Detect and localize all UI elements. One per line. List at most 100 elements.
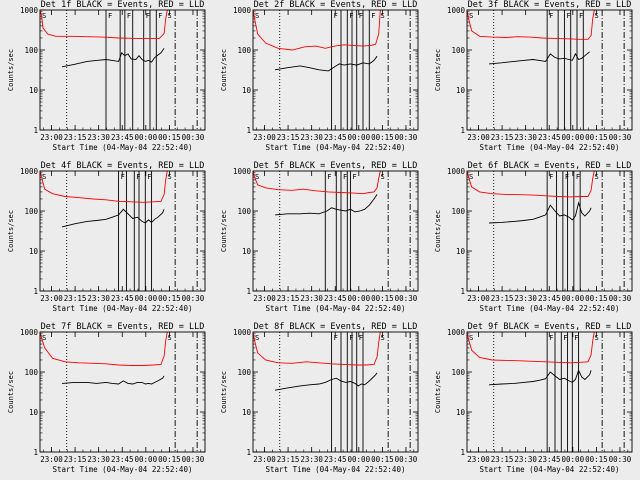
x-tick-label: 00:15 (585, 294, 608, 303)
y-tick-label: 100 (237, 207, 251, 216)
y-tick-label: 10 (242, 408, 252, 417)
x-tick-label: 23:15 (277, 133, 300, 142)
series-events (274, 372, 378, 391)
plot-frame (252, 170, 419, 292)
flag-label: F (327, 173, 331, 181)
series-lld (252, 331, 381, 366)
chart-panel-2: Det 2f BLACK = Events, RED = LLD Counts/s… (220, 0, 419, 152)
series-lld (39, 170, 168, 203)
x-tick-label: 23:30 (514, 455, 537, 464)
x-tick-label: 23:45 (324, 294, 347, 303)
x-tick-label: 00:30 (395, 455, 418, 464)
y-tick-label: 1000 (447, 328, 466, 337)
flag-label: S (595, 12, 599, 20)
flag-label: F (574, 334, 578, 342)
chart-panel-1: Det 1f BLACK = Events, RED = LLD Counts/s… (7, 0, 206, 152)
y-axis-label: Counts/sec (434, 210, 442, 252)
x-tick-label: 23:15 (64, 294, 87, 303)
x-tick-label: 23:00 (40, 455, 63, 464)
flag-label: S (42, 12, 46, 20)
series-events (488, 51, 590, 65)
x-tick-label: 23:00 (253, 294, 276, 303)
x-axis-label: Start Time (04-May-04 22:52:40) (266, 304, 406, 313)
x-tick-label: 00:30 (182, 133, 205, 142)
flag-label: S (469, 173, 473, 181)
flag-label: S (595, 173, 599, 181)
flag-label: F (352, 173, 356, 181)
y-tick-label: 10 (456, 86, 466, 95)
x-tick-label: 23:15 (64, 455, 87, 464)
x-axis-label: Start Time (04-May-04 22:52:40) (53, 465, 193, 474)
plot-frame (466, 170, 633, 292)
x-tick-label: 00:30 (182, 294, 205, 303)
flag-label: F (334, 12, 338, 20)
series-lld (39, 331, 168, 366)
series-events (488, 201, 592, 224)
y-tick-label: 1000 (20, 6, 39, 15)
flag-label: S (381, 12, 385, 20)
y-tick-label: 1 (246, 287, 251, 296)
flag-label: F (146, 12, 150, 20)
flag-label: S (381, 334, 385, 342)
y-tick-label: 1 (246, 126, 251, 135)
flag-label: F (136, 173, 140, 181)
x-tick-label: 00:30 (395, 133, 418, 142)
x-tick-label: 23:45 (324, 133, 347, 142)
flag-label: S (469, 12, 473, 20)
flag-label: S (255, 173, 259, 181)
x-tick-label: 00:30 (609, 455, 632, 464)
y-tick-label: 1000 (20, 167, 39, 176)
x-axis-label: Start Time (04-May-04 22:52:40) (480, 465, 620, 474)
y-axis-label: Counts/sec (7, 210, 15, 252)
series-events (274, 194, 378, 216)
flag-label: F (359, 12, 363, 20)
series-events (274, 55, 378, 72)
chart-title: Det 2f BLACK = Events, RED = LLD (254, 0, 418, 10)
flag-label: S (168, 173, 172, 181)
plot-frame (39, 331, 206, 453)
chart-panel-8: Det 8f BLACK = Events, RED = LLD Counts/s… (220, 322, 419, 474)
x-tick-label: 00:30 (609, 294, 632, 303)
x-tick-label: 23:30 (300, 294, 323, 303)
y-tick-label: 1000 (447, 6, 466, 15)
x-tick-label: 00:00 (348, 133, 371, 142)
flag-label: F (576, 173, 580, 181)
x-axis-label: Start Time (04-May-04 22:52:40) (53, 143, 193, 152)
y-tick-label: 1 (246, 448, 251, 457)
x-tick-label: 23:00 (467, 294, 490, 303)
x-axis-label: Start Time (04-May-04 22:52:40) (266, 465, 406, 474)
series-lld (252, 170, 381, 195)
y-tick-label: 100 (451, 368, 465, 377)
flag-label: F (349, 12, 353, 20)
chart-panel-6: Det 6f BLACK = Events, RED = LLD Counts/s… (434, 161, 633, 313)
x-tick-label: 23:00 (467, 455, 490, 464)
y-tick-label: 100 (451, 207, 465, 216)
x-tick-label: 23:30 (300, 133, 323, 142)
chart-title: Det 5f BLACK = Events, RED = LLD (254, 161, 418, 171)
flag-label: S (168, 334, 172, 342)
y-tick-label: 100 (24, 46, 38, 55)
plot-frame (39, 9, 206, 131)
y-axis-label: Counts/sec (220, 371, 228, 413)
series-lld (466, 170, 595, 198)
y-tick-label: 100 (24, 207, 38, 216)
chart-title: Det 9f BLACK = Events, RED = LLD (468, 322, 632, 332)
x-tick-label: 23:30 (87, 133, 110, 142)
x-tick-label: 00:00 (562, 133, 585, 142)
flag-label: F (108, 12, 112, 20)
x-tick-label: 23:15 (277, 294, 300, 303)
chart-panel-3: Det 3f BLACK = Events, RED = LLD Counts/s… (434, 0, 633, 152)
x-tick-label: 00:00 (348, 455, 371, 464)
x-tick-label: 23:30 (87, 294, 110, 303)
chart-panel-9: Det 9f BLACK = Events, RED = LLD Counts/s… (434, 322, 633, 474)
y-tick-label: 1000 (233, 6, 252, 15)
x-tick-label: 23:30 (300, 455, 323, 464)
y-tick-label: 1000 (233, 167, 252, 176)
y-tick-label: 10 (456, 408, 466, 417)
y-tick-label: 10 (456, 247, 466, 256)
x-tick-label: 23:30 (514, 133, 537, 142)
flag-label: F (349, 334, 353, 342)
flag-label: S (168, 12, 172, 20)
chart-title: Det 6f BLACK = Events, RED = LLD (468, 161, 632, 171)
